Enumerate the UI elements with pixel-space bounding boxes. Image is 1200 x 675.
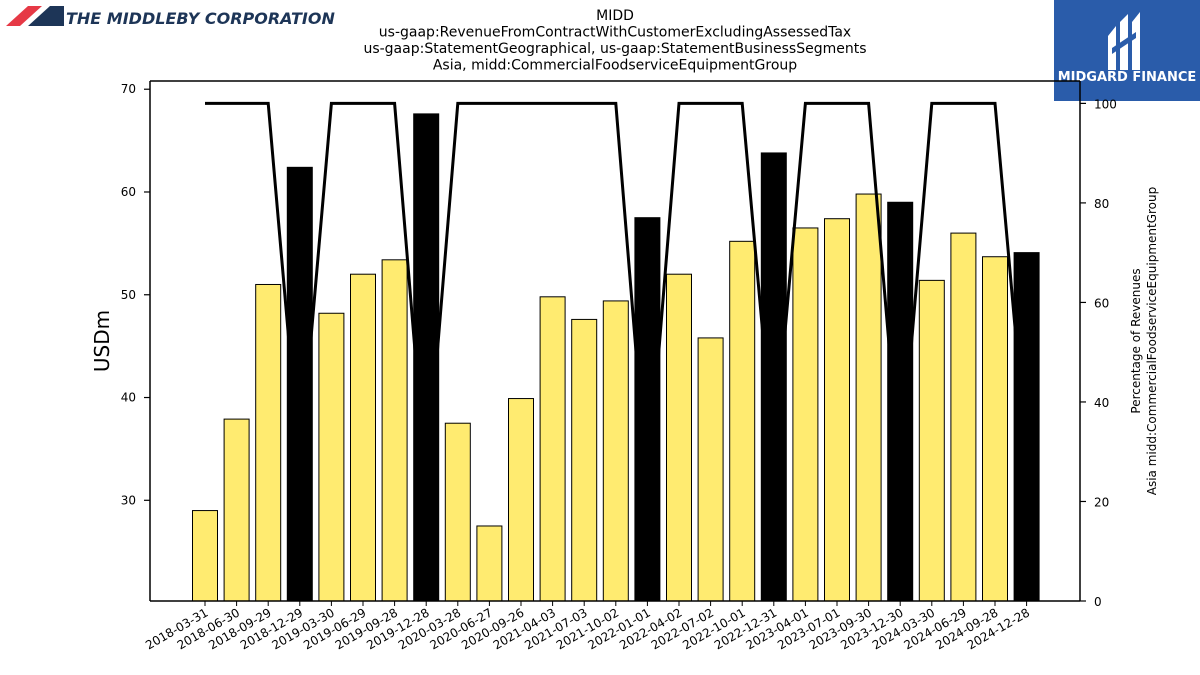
y-axis-label: USDm xyxy=(90,310,114,372)
bar xyxy=(855,193,882,602)
y-tick-label: 40 xyxy=(121,391,136,405)
midgard-logo-icon xyxy=(1108,12,1140,70)
y-tick-label: 70 xyxy=(121,82,136,96)
y-tick-label: 30 xyxy=(121,493,136,507)
right-y-axis: 0 20 40 60 80 100 xyxy=(1080,97,1117,609)
right-y-axis-label: Percentage of Revenues Asia midd:Commerci… xyxy=(1129,187,1159,495)
bar xyxy=(192,510,218,602)
title-line: us-gaap:StatementGeographical, us-gaap:S… xyxy=(363,41,866,57)
bar xyxy=(697,337,724,602)
y2-tick-label: 0 xyxy=(1094,595,1102,609)
y2-label-line: Asia midd:CommercialFoodserviceEquipment… xyxy=(1145,187,1159,495)
bar xyxy=(666,273,692,602)
bar xyxy=(444,422,471,602)
bar xyxy=(918,279,945,602)
y2-tick-label: 100 xyxy=(1094,97,1117,111)
y2-tick-label: 60 xyxy=(1094,296,1109,310)
y-tick-label: 60 xyxy=(121,185,136,199)
title-line: Asia, midd:CommercialFoodserviceEquipmen… xyxy=(433,58,797,74)
y2-tick-label: 40 xyxy=(1094,396,1109,410)
bar xyxy=(887,201,914,602)
bar xyxy=(223,418,250,602)
logo-navy-stripe xyxy=(28,6,64,26)
company-name: THE MIDDLEBY CORPORATION xyxy=(66,9,335,28)
y2-label-line: Percentage of Revenues xyxy=(1129,268,1143,413)
bar xyxy=(255,283,282,602)
midgard-badge: MIDGARD FINANCE xyxy=(1054,0,1200,101)
bar xyxy=(350,273,376,602)
bar xyxy=(729,240,756,602)
bar xyxy=(634,217,661,602)
bar xyxy=(982,256,1008,602)
title-line: MIDD xyxy=(596,8,634,24)
bar xyxy=(476,525,503,602)
bar xyxy=(571,318,598,602)
bar xyxy=(413,113,440,602)
chart-title: MIDDus-gaap:RevenueFromContractWithCusto… xyxy=(363,8,866,74)
bar xyxy=(1013,252,1040,602)
bar xyxy=(760,152,787,602)
bars xyxy=(192,113,1040,602)
bar xyxy=(950,232,977,602)
company-logo: THE MIDDLEBY CORPORATION xyxy=(6,6,335,28)
bar xyxy=(539,296,566,602)
title-line: us-gaap:RevenueFromContractWithCustomerE… xyxy=(379,25,851,41)
percentage-line xyxy=(205,101,1029,492)
bar xyxy=(602,300,629,602)
badge-label: MIDGARD FINANCE xyxy=(1058,70,1197,85)
bar xyxy=(508,398,534,602)
bar xyxy=(824,218,850,602)
x-axis: 2018-03-312018-06-302018-09-292018-12-29… xyxy=(143,601,1032,652)
bar xyxy=(792,227,819,602)
y2-tick-label: 20 xyxy=(1094,495,1109,509)
bar xyxy=(286,166,313,602)
bar xyxy=(318,312,345,602)
left-y-axis: 30 40 50 60 70 xyxy=(121,82,150,507)
logo-red-stripe xyxy=(6,6,42,26)
bar xyxy=(381,259,408,602)
plot-area xyxy=(149,80,1081,602)
y-tick-label: 50 xyxy=(121,288,136,302)
y2-tick-label: 80 xyxy=(1094,197,1109,211)
